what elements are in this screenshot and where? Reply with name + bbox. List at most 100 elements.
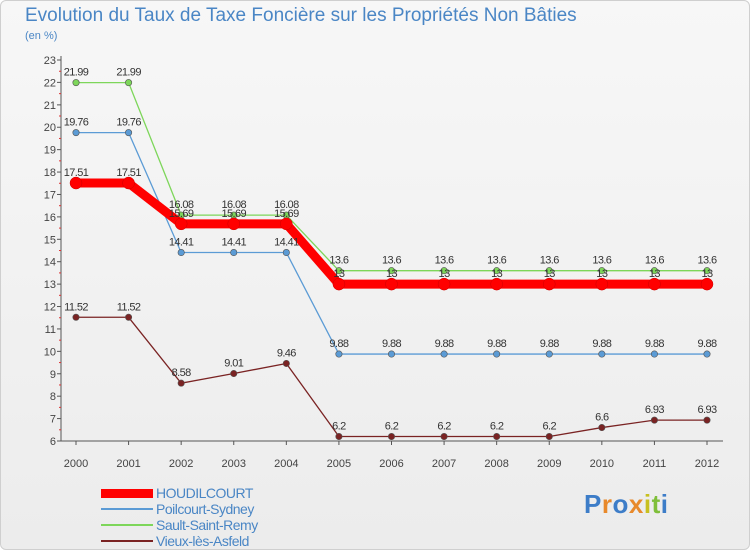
- logo-letter: r: [601, 489, 613, 519]
- data-label: 16.08: [274, 199, 299, 211]
- data-label: 9.88: [645, 338, 664, 350]
- y-tick-label: 6: [50, 436, 56, 448]
- y-tick-label: 22: [44, 77, 56, 89]
- data-point: [700, 277, 714, 291]
- data-point: [493, 433, 501, 441]
- data-label: 9.88: [382, 338, 401, 350]
- series-layer: [69, 79, 714, 441]
- data-label: 6.2: [385, 421, 399, 433]
- legend: HOUDILCOURT Poilcourt-Sydney Sault-Saint-R…: [101, 485, 258, 549]
- data-label: 13.6: [592, 255, 611, 267]
- data-label: 9.88: [540, 338, 559, 350]
- series-houdilcourt: [69, 176, 714, 291]
- chart-title: Evolution du Taux de Taxe Foncière sur l…: [25, 5, 577, 26]
- data-label: 6.6: [595, 412, 609, 424]
- y-tick-label: 14: [44, 257, 56, 269]
- legend-swatch: [101, 508, 153, 510]
- y-tick-label: 16: [44, 212, 56, 224]
- data-point: [595, 277, 609, 291]
- series-sault-saint-remy: [72, 79, 711, 275]
- legend-label: Sault-Saint-Remy: [156, 517, 258, 533]
- data-label: 13.6: [645, 255, 664, 267]
- x-tick-label: 2012: [695, 458, 719, 470]
- chart-subtitle: (en %): [25, 30, 58, 42]
- data-label: 9.88: [435, 338, 454, 350]
- y-tick-label: 19: [44, 145, 56, 157]
- data-label: 6.2: [543, 421, 557, 433]
- data-point: [387, 350, 395, 358]
- y-tick-label: 20: [44, 122, 56, 134]
- y-tick-label: 11: [45, 324, 56, 336]
- x-tick-label: 2006: [379, 458, 403, 470]
- data-point: [177, 249, 185, 257]
- data-label: 21.99: [64, 67, 89, 79]
- x-tick-label: 2009: [537, 458, 561, 470]
- data-point: [703, 267, 711, 275]
- legend-swatch: [101, 540, 153, 542]
- data-label: 14.41: [274, 237, 299, 249]
- data-point: [703, 416, 711, 424]
- data-point: [437, 277, 451, 291]
- data-label: 6.93: [697, 404, 716, 416]
- data-label: 21.99: [116, 67, 141, 79]
- data-label: 13.6: [697, 255, 716, 267]
- data-point: [440, 350, 448, 358]
- y-tick-label: 9: [50, 369, 56, 381]
- data-label: 14.41: [169, 237, 194, 249]
- axes: 6 7 8 9 10 11 12 13 14 15 16 17 18 19 20 21 22 23 2000 2001…: [44, 55, 723, 470]
- data-point: [280, 217, 293, 231]
- y-tick-label: 23: [44, 55, 56, 67]
- data-point: [440, 433, 448, 441]
- data-point: [72, 313, 80, 321]
- data-label: 9.88: [697, 338, 716, 350]
- logo-letter: t: [651, 489, 661, 519]
- series-line: [75, 316, 708, 438]
- data-label: 13.6: [329, 255, 348, 267]
- data-label: 19.76: [116, 117, 141, 129]
- data-label: 9.46: [277, 347, 296, 359]
- data-point: [490, 277, 503, 291]
- data-point: [122, 176, 135, 190]
- legend-item: HOUDILCOURT: [101, 485, 258, 501]
- x-tick-label: 2011: [643, 458, 667, 470]
- data-point: [227, 217, 240, 231]
- series-poilcourt-sydney: [72, 129, 711, 358]
- data-point: [335, 433, 343, 441]
- data-point: [230, 249, 238, 257]
- data-label: 14.41: [221, 237, 246, 249]
- y-tick-label: 17: [44, 189, 56, 201]
- data-label: 17.51: [64, 167, 89, 179]
- data-label: 13: [386, 268, 398, 280]
- legend-label: Poilcourt-Sydney: [156, 501, 254, 517]
- data-point: [493, 350, 501, 358]
- data-label: 13.6: [435, 255, 454, 267]
- data-label: 13: [333, 268, 345, 280]
- y-tick-label: 15: [44, 234, 56, 246]
- data-label: 13: [544, 268, 556, 280]
- data-point: [177, 379, 185, 387]
- data-label: 13.6: [540, 255, 559, 267]
- data-label: 9.01: [224, 358, 243, 370]
- y-tick-label: 10: [44, 346, 56, 358]
- x-tick-label: 2001: [116, 458, 140, 470]
- data-label: 13: [649, 268, 661, 280]
- logo-letter: i: [660, 489, 669, 519]
- data-point: [230, 370, 238, 378]
- data-label: 6.93: [645, 404, 664, 416]
- data-point: [72, 129, 80, 137]
- data-label: 19.76: [64, 117, 89, 129]
- y-tick-label: 18: [44, 167, 56, 179]
- y-tick-label: 8: [50, 391, 56, 403]
- data-point: [650, 267, 658, 275]
- legend-item: Sault-Saint-Remy: [101, 517, 258, 533]
- data-label: 13: [439, 268, 451, 280]
- x-tick-label: 2010: [590, 458, 614, 470]
- logo-letter: P: [584, 489, 602, 519]
- data-label: 16.08: [169, 199, 194, 211]
- data-label: 15.69: [274, 208, 299, 220]
- data-label: 15.69: [221, 208, 246, 220]
- legend-label: HOUDILCOURT: [156, 485, 253, 501]
